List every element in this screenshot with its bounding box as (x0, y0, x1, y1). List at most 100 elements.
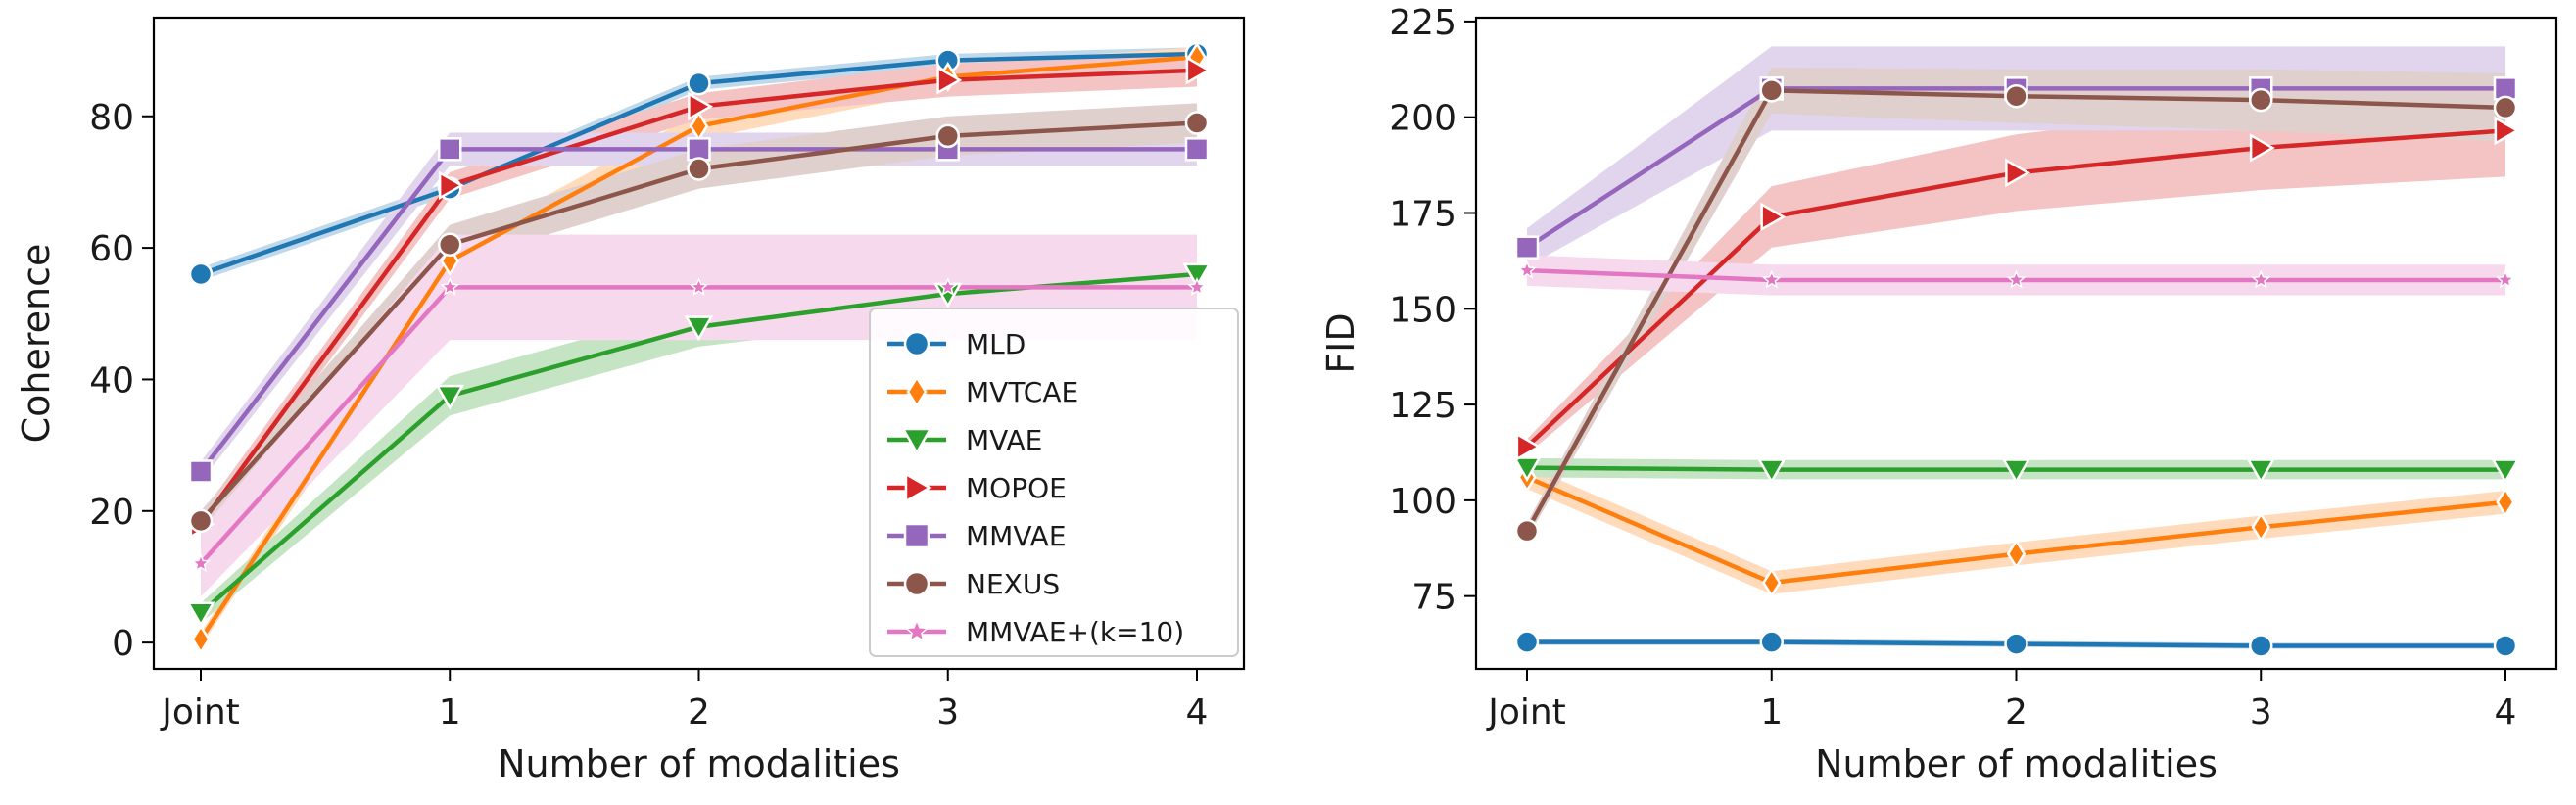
y-tick-label: 0 (112, 624, 134, 664)
x-tick-label: 4 (2495, 692, 2517, 733)
point-mmvae-k-10-0 (1517, 260, 1537, 279)
legend: MLD MVTCAE MVAE MOPOE MMVAE NEXUS MMVAE+(k=10) (869, 308, 1239, 657)
point-mmvae-k-10-2 (2006, 269, 2027, 289)
legend-marker-mvae (901, 427, 932, 455)
point-mld-4 (2493, 634, 2518, 658)
legend-label-nexus: NEXUS (966, 568, 1060, 600)
legend-marker-mvtcae (906, 375, 928, 408)
legend-marker-mmvae (903, 522, 930, 549)
point-nexus-1 (438, 232, 462, 257)
point-mmvae-0 (1514, 235, 1540, 260)
point-nexus-2 (687, 157, 711, 181)
legend-label-mmvae-k-10: MMVAE+(k=10) (966, 616, 1184, 648)
point-nexus-3 (2249, 87, 2273, 113)
point-mmvae-4 (1184, 137, 1210, 162)
point-mvae-4 (1182, 262, 1212, 289)
point-mld-2 (2004, 632, 2028, 656)
y-axis-label: Coherence (15, 244, 58, 444)
point-mvae-2 (684, 315, 714, 342)
legend-label-mopoe: MOPOE (966, 472, 1067, 504)
point-mmvae-k-10-4 (1187, 276, 1207, 296)
point-mmvae-k-10-3 (2251, 269, 2271, 289)
y-tick-label: 40 (89, 360, 134, 401)
x-tick-label: Joint (160, 692, 240, 733)
point-nexus-0 (188, 508, 214, 534)
point-mld-0 (1514, 630, 1540, 654)
fid-panel: 75 100 125 150 175 200 225 Joint 1 2 3 4 Number of m… (1319, 3, 2558, 785)
x-tick-label: 1 (1760, 692, 1783, 733)
legend-marker-nexus (903, 570, 930, 597)
point-mvtcae-3 (2251, 511, 2270, 543)
point-mvtcae-0 (191, 624, 211, 655)
y-tick-label: 80 (89, 98, 134, 138)
point-mmvae-2 (687, 137, 711, 162)
x-tick-label: 3 (2250, 692, 2272, 733)
point-mopoe-2 (2005, 158, 2031, 188)
point-mmvae-k-10-0 (191, 553, 211, 572)
point-mopoe-1 (438, 170, 464, 201)
point-nexus-4 (1184, 111, 1210, 135)
x-tick-label: 1 (439, 692, 461, 733)
point-mvae-3 (2246, 458, 2276, 485)
point-mvtcae-4 (2496, 487, 2515, 518)
legend-marker-mopoe (904, 472, 932, 503)
point-mopoe-2 (688, 91, 714, 121)
point-mld-3 (2249, 634, 2273, 658)
y-tick-label: 60 (89, 229, 134, 269)
point-mopoe-1 (1760, 202, 1787, 232)
point-nexus-4 (2493, 95, 2518, 120)
point-mvtcae-2 (2006, 539, 2027, 570)
y-tick-label: 225 (1389, 3, 1456, 43)
y-tick-label: 20 (89, 493, 134, 533)
x-tick-label: 2 (688, 692, 710, 733)
point-mopoe-0 (1515, 432, 1542, 461)
y-tick-label: 150 (1389, 290, 1456, 330)
point-mvtcae-1 (1762, 567, 1782, 598)
legend-marker-mmvae-k-10 (904, 618, 930, 642)
point-mopoe-4 (2494, 116, 2520, 146)
y-tick-label: 75 (1411, 578, 1456, 618)
legend-label-mld: MLD (966, 328, 1026, 360)
y-tick-label: 200 (1389, 99, 1456, 139)
point-mopoe-3 (936, 66, 963, 95)
point-mld-2 (687, 71, 711, 96)
x-tick-label: 2 (2005, 692, 2027, 733)
y-tick-label: 100 (1389, 482, 1456, 522)
band-nexus (1527, 67, 2505, 540)
y-tick-label: 125 (1389, 386, 1456, 426)
point-mmvae-k-10-1 (1761, 269, 1782, 289)
point-mmvae-0 (188, 459, 214, 484)
point-nexus-0 (1514, 518, 1540, 544)
x-tick-label: 4 (1186, 692, 1209, 733)
y-axis-label: FID (1319, 312, 1362, 373)
point-mmvae-1 (438, 137, 462, 162)
legend-label-mvae: MVAE (966, 424, 1042, 456)
legend-marker-mld (903, 330, 930, 357)
point-mld-0 (188, 261, 214, 287)
point-mvae-1 (435, 384, 465, 410)
band-mopoe (1527, 84, 2505, 454)
legend-box (869, 308, 1239, 657)
band-mvtcae (1527, 465, 2505, 594)
point-mopoe-4 (1185, 55, 1212, 85)
y-tick-label: 175 (1389, 195, 1456, 235)
point-mvae-0 (1512, 456, 1542, 483)
point-mvae-4 (2491, 458, 2520, 485)
band-mopoe (201, 53, 1197, 535)
point-nexus-2 (2004, 83, 2028, 109)
point-mld-1 (1759, 630, 1784, 654)
point-mmvae-k-10-4 (2496, 269, 2515, 289)
x-tick-label: 3 (936, 692, 959, 733)
point-mopoe-3 (2249, 133, 2275, 163)
point-mvae-2 (2001, 458, 2031, 485)
point-nexus-1 (1759, 78, 1784, 103)
x-axis-label: Number of modalities (1815, 742, 2218, 785)
legend-label-mmvae: MMVAE (966, 520, 1067, 552)
legend-label-mvtcae: MVTCAE (966, 376, 1078, 408)
point-nexus-3 (935, 123, 960, 149)
x-tick-label: Joint (1486, 692, 1566, 733)
coherence-panel: 0 20 40 60 80 Joint 1 2 3 4 Number of modalities Co… (15, 16, 1246, 785)
x-axis-label: Number of modalities (498, 742, 900, 785)
point-mmvae-k-10-3 (937, 276, 958, 296)
